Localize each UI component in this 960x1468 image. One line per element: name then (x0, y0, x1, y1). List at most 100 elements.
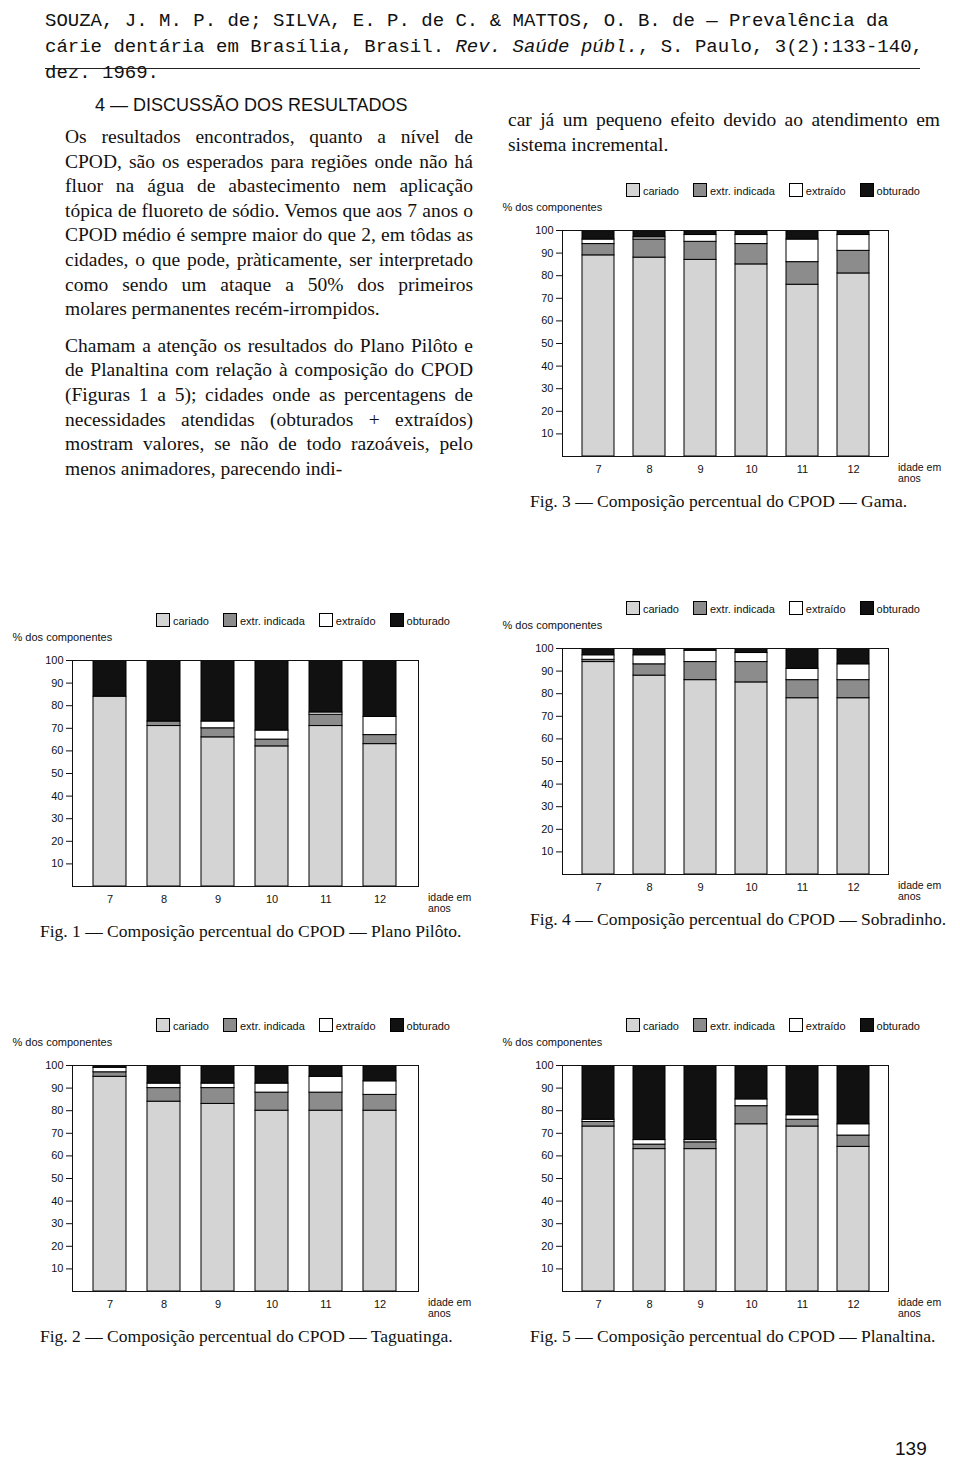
html-text:idade em anos: idade em anos (428, 891, 472, 914)
svg-text:8: 8 (646, 881, 652, 893)
svg-text:40: 40 (541, 778, 553, 790)
svg-text:40: 40 (51, 790, 63, 802)
svg-text:9: 9 (215, 893, 221, 905)
svg-text:7: 7 (595, 1298, 601, 1310)
svg-text:100: 100 (535, 224, 553, 236)
svg-text:11: 11 (320, 893, 331, 905)
svg-text:90: 90 (51, 1082, 63, 1094)
svg-text:7: 7 (595, 463, 601, 475)
svg-text:10: 10 (745, 1298, 757, 1310)
svg-text:9: 9 (697, 1298, 703, 1310)
svg-text:100: 100 (535, 642, 553, 654)
svg-text:12: 12 (374, 1298, 386, 1310)
svg-text:40: 40 (51, 1195, 63, 1207)
svg-text:20: 20 (541, 405, 553, 417)
html-text:SOUZA, J. M. P. de; SILVA, E.: SOUZA, J. M. P. de; SILVA, E. P. de C. &… (45, 10, 923, 84)
svg-text:60: 60 (51, 744, 63, 756)
svg-text:30: 30 (51, 812, 63, 824)
svg-text:7: 7 (595, 881, 601, 893)
svg-text:12: 12 (374, 893, 386, 905)
svg-text:80: 80 (51, 1104, 63, 1116)
svg-text:11: 11 (797, 463, 808, 475)
svg-text:9: 9 (697, 881, 703, 893)
svg-text:90: 90 (541, 247, 553, 259)
svg-text:70: 70 (541, 1127, 553, 1139)
svg-text:50: 50 (541, 755, 553, 767)
svg-text:30: 30 (541, 800, 553, 812)
html-text:idade em anos: idade em anos (428, 1296, 472, 1319)
svg-text:20: 20 (51, 1240, 63, 1252)
svg-text:8: 8 (161, 1298, 167, 1310)
svg-text:7: 7 (107, 893, 113, 905)
svg-text:100: 100 (45, 1059, 63, 1071)
html-text:Fig. 3 — Composição percentual: Fig. 3 — Composição percentual do CPOD —… (530, 491, 908, 511)
svg-text:60: 60 (541, 1149, 553, 1161)
svg-text:70: 70 (51, 722, 63, 734)
svg-text:70: 70 (541, 292, 553, 304)
svg-text:12: 12 (847, 881, 859, 893)
svg-text:10: 10 (541, 427, 553, 439)
html-text:idade em anos: idade em anos (898, 879, 942, 902)
svg-text:10: 10 (266, 1298, 278, 1310)
svg-text:9: 9 (215, 1298, 221, 1310)
svg-text:% dos componentes: % dos componentes (13, 631, 113, 643)
svg-text:% dos componentes: % dos componentes (503, 619, 603, 631)
svg-text:% dos componentes: % dos componentes (503, 1036, 603, 1048)
html-text:car já um pequeno efeito devid: car já um pequeno efeito devido ao atend… (508, 109, 940, 155)
svg-text:70: 70 (541, 710, 553, 722)
svg-text:80: 80 (51, 699, 63, 711)
svg-text:100: 100 (535, 1059, 553, 1071)
html-text:idade em anos: idade em anos (898, 1296, 942, 1319)
html-text:idade em anos: idade em anos (898, 461, 942, 484)
svg-text:90: 90 (541, 1082, 553, 1094)
svg-text:60: 60 (541, 314, 553, 326)
svg-text:7: 7 (107, 1298, 113, 1310)
svg-text:30: 30 (541, 382, 553, 394)
svg-text:80: 80 (541, 687, 553, 699)
svg-text:50: 50 (51, 1172, 63, 1184)
svg-text:70: 70 (51, 1127, 63, 1139)
html-text:Fig. 2 — Composição percentual: Fig. 2 — Composição percentual do CPOD —… (40, 1326, 453, 1346)
svg-text:50: 50 (51, 767, 63, 779)
svg-text:8: 8 (646, 1298, 652, 1310)
html-text:Os resultados encontrados, qua: Os resultados encontrados, quanto a níve… (65, 126, 473, 320)
svg-text:20: 20 (541, 823, 553, 835)
svg-text:80: 80 (541, 1104, 553, 1116)
svg-text:50: 50 (541, 1172, 553, 1184)
svg-text:11: 11 (797, 881, 808, 893)
svg-text:10: 10 (541, 845, 553, 857)
svg-text:% dos componentes: % dos componentes (13, 1036, 113, 1048)
svg-text:40: 40 (541, 360, 553, 372)
svg-text:10: 10 (745, 881, 757, 893)
svg-text:11: 11 (320, 1298, 331, 1310)
svg-text:30: 30 (51, 1217, 63, 1229)
svg-text:% dos componentes: % dos componentes (503, 201, 603, 213)
svg-text:10: 10 (541, 1262, 553, 1274)
svg-text:9: 9 (697, 463, 703, 475)
html-text:4 — DISCUSSÃO DOS RESULTADOS: 4 — DISCUSSÃO DOS RESULTADOS (95, 95, 408, 115)
html-text:Chamam a atenção os resultados: Chamam a atenção os resultados do Plano … (65, 334, 473, 479)
svg-text:40: 40 (541, 1195, 553, 1207)
html-text:Fig. 1 — Composição percentual: Fig. 1 — Composição percentual do CPOD —… (40, 921, 462, 941)
svg-text:80: 80 (541, 269, 553, 281)
svg-text:20: 20 (541, 1240, 553, 1252)
svg-text:10: 10 (745, 463, 757, 475)
svg-text:10: 10 (51, 857, 63, 869)
svg-text:50: 50 (541, 337, 553, 349)
svg-text:8: 8 (161, 893, 167, 905)
svg-text:90: 90 (51, 677, 63, 689)
svg-text:12: 12 (847, 1298, 859, 1310)
svg-text:11: 11 (797, 1298, 808, 1310)
svg-text:60: 60 (541, 732, 553, 744)
svg-text:12: 12 (847, 463, 859, 475)
svg-text:10: 10 (266, 893, 278, 905)
svg-text:20: 20 (51, 835, 63, 847)
html-text:139: 139 (895, 1438, 927, 1459)
html-text:Fig. 4 — Composição percentual: Fig. 4 — Composição percentual do CPOD —… (530, 909, 947, 929)
svg-text:90: 90 (541, 665, 553, 677)
svg-text:8: 8 (646, 463, 652, 475)
svg-text:30: 30 (541, 1217, 553, 1229)
svg-text:100: 100 (45, 654, 63, 666)
svg-text:60: 60 (51, 1149, 63, 1161)
svg-text:10: 10 (51, 1262, 63, 1274)
